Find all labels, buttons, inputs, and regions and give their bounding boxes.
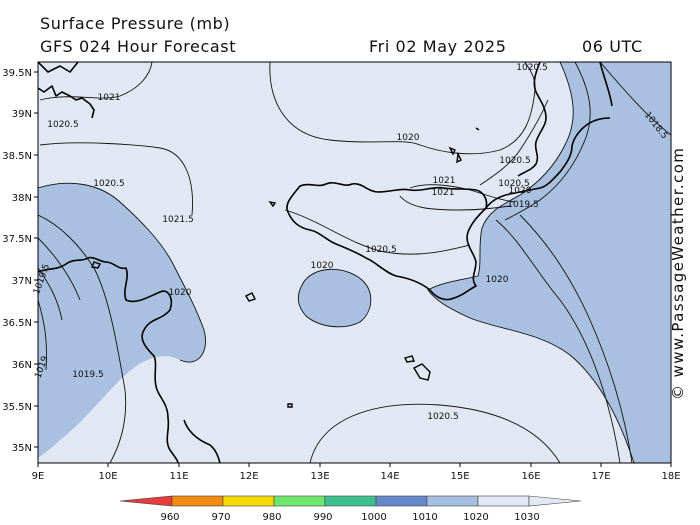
watermark: © www.PassageWeather.com [669, 146, 687, 400]
lat-tick-label: 35.5N [2, 402, 32, 413]
legend-swatch [273, 495, 326, 507]
isobar-lines [38, 62, 671, 463]
isobar-label: 1020.5 [93, 179, 125, 189]
legend-tick-label: 1000 [361, 512, 386, 523]
longitude-axis: 9E 10E 11E 12E 13E 14E 15E 16E 17E 18E [32, 463, 681, 482]
lat-tick-label: 36.5N [2, 318, 32, 329]
low-pressure-area-west [38, 183, 206, 458]
forecast-label: GFS 024 Hour Forecast [40, 37, 237, 56]
isobar-label: 1019.5 [507, 200, 539, 210]
forecast-date: Fri 02 May 2025 [369, 37, 507, 56]
latitude-axis: 39.5N 39N 38.5N 38N 37.5N 37N 36.5N 36N 35.5N 35N [2, 68, 38, 454]
legend-tick-label: 960 [160, 512, 179, 523]
legend-cap-right [528, 495, 582, 507]
lat-tick-label: 39N [12, 109, 32, 120]
forecast-time: 06 UTC [582, 37, 643, 56]
isobar-label: 1020 [169, 288, 192, 298]
lon-tick-label: 10E [98, 471, 117, 482]
legend-tick-label: 990 [313, 512, 332, 523]
sicily-coast [286, 182, 488, 301]
lon-tick-label: 14E [380, 471, 399, 482]
coastlines [38, 62, 613, 463]
isobar-label: 1020 [311, 261, 334, 271]
legend-tick-label: 1010 [412, 512, 437, 523]
isobar-label: 1020.5 [499, 156, 531, 166]
lon-tick-label: 13E [310, 471, 329, 482]
legend-swatch [222, 495, 275, 507]
lat-tick-label: 35N [12, 443, 32, 454]
lon-tick-label: 17E [591, 471, 610, 482]
isobar-label: 1020 [397, 133, 420, 143]
lon-tick-label: 9E [32, 471, 45, 482]
isobar-label: 1020.5 [427, 412, 459, 422]
lon-tick-label: 11E [169, 471, 188, 482]
lampedusa-island [287, 403, 293, 408]
lat-tick-label: 38.5N [2, 151, 32, 162]
isobar-label: 1021 [98, 93, 121, 103]
legend-tick-label: 980 [262, 512, 281, 523]
isobar-label: 1020 [509, 186, 532, 196]
isobar-label: 1020.5 [47, 120, 79, 130]
malta-island [413, 363, 431, 381]
legend-swatch [375, 495, 428, 507]
low-pressure-area-east [428, 62, 671, 463]
gozo-island [403, 355, 415, 363]
isobar-label: 1021 [433, 176, 456, 186]
lat-tick-label: 37N [12, 276, 32, 287]
legend-tick-label: 1020 [463, 512, 488, 523]
legend-tick-label: 970 [211, 512, 230, 523]
sardinia-coast [38, 62, 95, 119]
isobar-label: 1020.5 [516, 63, 548, 73]
isobar-label: 1021.5 [162, 215, 194, 225]
legend-cap-left [119, 495, 173, 507]
lat-tick-label: 38N [12, 193, 32, 204]
pressure-legend: 960 970 980 990 1000 1010 1020 1030 [119, 495, 582, 523]
plot-frame [37, 61, 672, 464]
pantelleria-island [245, 292, 256, 302]
aeolian-islands [448, 127, 480, 164]
lon-tick-label: 15E [450, 471, 469, 482]
isobar-label: 1021 [432, 188, 455, 198]
legend-swatch [477, 495, 530, 507]
lat-tick-label: 36N [12, 360, 32, 371]
isobar-label: 1020.5 [365, 245, 397, 255]
tunisia-coast-south [183, 419, 221, 463]
isobar-label: 1019.5 [72, 370, 104, 380]
calabria-east-coast [599, 62, 613, 107]
egadi-islands [268, 200, 277, 208]
tunisia-islands [91, 261, 101, 269]
lat-tick-label: 37.5N [2, 234, 32, 245]
lon-tick-label: 18E [661, 471, 680, 482]
isobar-label: 1020 [486, 275, 509, 285]
lon-tick-label: 12E [239, 471, 258, 482]
low-pressure-area-center [298, 269, 371, 327]
legend-swatch [324, 495, 377, 507]
isobar-label: 1020.5 [498, 179, 530, 189]
tunisia-coast [38, 256, 179, 463]
legend-tick-label: 1030 [514, 512, 539, 523]
calabria-coast [485, 62, 611, 209]
lon-tick-label: 16E [521, 471, 540, 482]
chart-title: Surface Pressure (mb) [40, 14, 231, 33]
islands [91, 127, 480, 408]
lat-tick-label: 39.5N [2, 68, 32, 79]
legend-swatch [426, 495, 479, 507]
legend-swatch [171, 495, 224, 507]
